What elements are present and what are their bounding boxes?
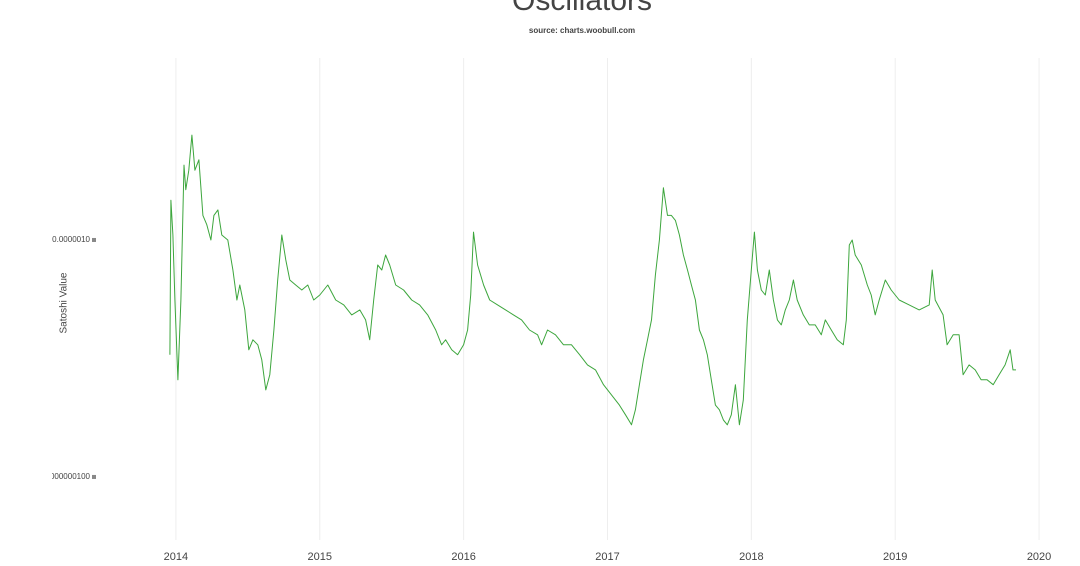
x-tick-label: 2017	[595, 551, 619, 563]
x-tick-label: 2014	[164, 551, 188, 563]
x-tick-label: 2015	[308, 551, 332, 563]
x-tick-label: 2019	[883, 551, 907, 563]
y-tick-mark	[92, 474, 96, 479]
data-line	[169, 134, 1016, 426]
y-tick-label: 0.0000010	[52, 235, 90, 244]
y-tick-labels: 0.0000010 0.000000100	[43, 235, 91, 481]
y-tick-mark	[92, 237, 96, 242]
y-axis-label: Satoshi Value	[59, 272, 70, 333]
x-tick-label: 2016	[451, 551, 475, 563]
y-tick-label: 0.000000100	[43, 472, 90, 481]
x-tick-label: 2018	[739, 551, 763, 563]
chart-subtitle: source: charts.woobull.com	[529, 26, 635, 35]
chart-title: Oscillators	[512, 0, 652, 17]
x-tick-label: 2020	[1027, 551, 1051, 563]
